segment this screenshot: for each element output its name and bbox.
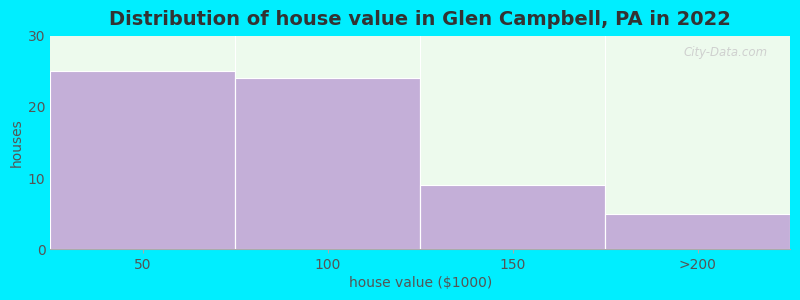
Bar bbox=[420, 185, 606, 249]
Bar bbox=[50, 71, 235, 249]
X-axis label: house value ($1000): house value ($1000) bbox=[349, 276, 492, 290]
Text: City-Data.com: City-Data.com bbox=[684, 46, 768, 59]
Bar bbox=[235, 79, 420, 249]
Title: Distribution of house value in Glen Campbell, PA in 2022: Distribution of house value in Glen Camp… bbox=[110, 10, 731, 29]
Y-axis label: houses: houses bbox=[10, 118, 24, 167]
Bar bbox=[606, 214, 790, 249]
